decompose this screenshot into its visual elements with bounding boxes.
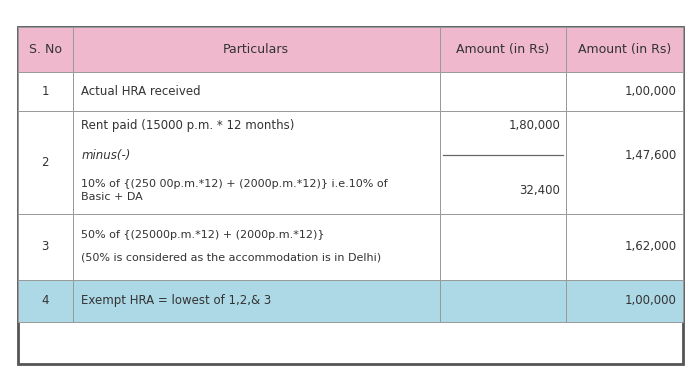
- Text: 1,80,000: 1,80,000: [509, 119, 561, 132]
- Text: 1,00,000: 1,00,000: [625, 294, 677, 307]
- Bar: [566, 280, 682, 322]
- Bar: [18, 111, 73, 214]
- Bar: [440, 72, 566, 111]
- Bar: [440, 214, 566, 280]
- Bar: [18, 27, 682, 364]
- Text: 1,47,600: 1,47,600: [624, 149, 677, 161]
- Text: 1,00,000: 1,00,000: [625, 85, 677, 98]
- Bar: [566, 72, 682, 111]
- Bar: [73, 280, 440, 322]
- Bar: [73, 27, 440, 72]
- Bar: [440, 27, 566, 72]
- Text: Particulars: Particulars: [223, 43, 289, 56]
- Text: 4: 4: [41, 294, 49, 307]
- Bar: [73, 72, 440, 111]
- Bar: [73, 214, 440, 280]
- Bar: [18, 72, 73, 111]
- Bar: [18, 27, 73, 72]
- Bar: [18, 280, 73, 322]
- Text: Actual HRA received: Actual HRA received: [81, 85, 201, 98]
- Bar: [566, 27, 682, 72]
- Text: Rent paid (15000 p.m. * 12 months): Rent paid (15000 p.m. * 12 months): [81, 119, 295, 132]
- Text: 3: 3: [41, 240, 49, 253]
- Bar: [440, 280, 566, 322]
- Text: minus(-): minus(-): [81, 149, 130, 161]
- Text: Amount (in Rs): Amount (in Rs): [456, 43, 550, 56]
- Text: 10% of {(250 00p.m.*12) + (2000p.m.*12)} i.e.10% of: 10% of {(250 00p.m.*12) + (2000p.m.*12)}…: [81, 179, 388, 189]
- Text: S. No: S. No: [29, 43, 62, 56]
- Text: Exempt HRA = lowest of 1,2,& 3: Exempt HRA = lowest of 1,2,& 3: [81, 294, 272, 307]
- Text: 1: 1: [41, 85, 49, 98]
- Text: 1,62,000: 1,62,000: [625, 240, 677, 253]
- Text: Amount (in Rs): Amount (in Rs): [578, 43, 671, 56]
- Text: 2: 2: [41, 156, 49, 169]
- Bar: [440, 111, 566, 214]
- Text: (50% is considered as the accommodation is in Delhi): (50% is considered as the accommodation …: [81, 253, 382, 263]
- Text: 50% of {(25000p.m.*12) + (2000p.m.*12)}: 50% of {(25000p.m.*12) + (2000p.m.*12)}: [81, 230, 325, 240]
- Bar: [73, 111, 440, 214]
- Text: Basic + DA: Basic + DA: [81, 192, 143, 202]
- Bar: [566, 111, 682, 214]
- Bar: [566, 214, 682, 280]
- Bar: [18, 214, 73, 280]
- Text: 32,400: 32,400: [519, 184, 561, 197]
